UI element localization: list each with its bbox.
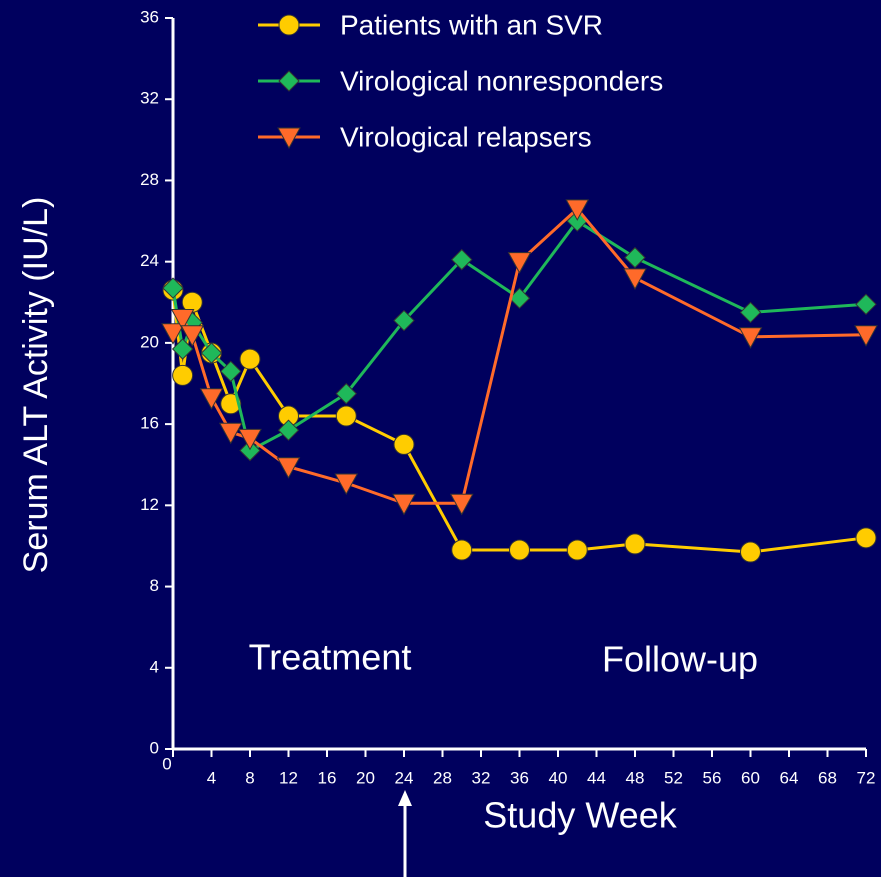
marker (392, 493, 416, 516)
marker (451, 248, 473, 271)
x-tick-label: 16 (318, 768, 337, 787)
y-tick-label: 0 (150, 738, 159, 757)
marker (239, 348, 261, 370)
marker (507, 252, 532, 274)
y-tick-label: 16 (140, 414, 159, 433)
x-tick-label: 68 (818, 768, 837, 787)
marker (172, 364, 194, 386)
x-tick-label: 32 (472, 768, 491, 787)
y-tick-label: 20 (140, 332, 159, 351)
marker (739, 301, 762, 324)
marker (623, 268, 647, 290)
x-tick-label: 72 (857, 768, 876, 787)
marker (565, 199, 590, 221)
marker (509, 539, 530, 561)
marker (238, 428, 262, 451)
marker (161, 323, 185, 345)
arrow-head (398, 790, 412, 806)
x-tick-label: 12 (279, 768, 298, 787)
marker (180, 325, 205, 347)
marker (854, 325, 878, 347)
marker (855, 293, 877, 316)
marker (171, 338, 194, 360)
x-tick-label: 52 (664, 768, 683, 787)
y-tick-label: 4 (150, 657, 159, 676)
x-tick-label: 64 (780, 768, 799, 787)
marker (393, 433, 415, 455)
legend-marker (277, 127, 301, 150)
marker (334, 473, 359, 496)
annotation: Treatment (249, 637, 412, 678)
x-tick-label: 0 (162, 754, 171, 773)
marker (335, 382, 357, 405)
marker (449, 493, 474, 516)
x-tick-label: 56 (703, 768, 722, 787)
marker (170, 309, 195, 331)
marker (200, 342, 223, 364)
marker (624, 246, 646, 269)
x-tick-label: 40 (549, 768, 568, 787)
x-tick-label: 8 (245, 768, 254, 787)
y-tick-label: 36 (140, 7, 159, 26)
marker (740, 541, 761, 563)
y-tick-label: 8 (150, 576, 159, 595)
marker (199, 388, 224, 410)
marker (566, 539, 588, 561)
legend-marker (278, 14, 300, 36)
legend-marker (278, 70, 300, 92)
annotation: Follow-up (602, 639, 758, 680)
marker (855, 527, 877, 549)
marker (220, 393, 242, 415)
marker (277, 419, 300, 441)
marker (624, 533, 646, 555)
marker (162, 277, 184, 299)
x-tick-label: 4 (207, 768, 216, 787)
y-axis-label: Serum ALT Activity (IU/L) (17, 197, 55, 574)
x-tick-label: 60 (741, 768, 760, 787)
y-tick-label: 28 (140, 170, 159, 189)
marker (276, 457, 301, 479)
x-axis-label: Study Week (483, 795, 677, 836)
x-tick-label: 36 (510, 768, 529, 787)
marker (218, 422, 243, 445)
marker (220, 360, 242, 383)
legend-label: Virological relapsers (340, 121, 592, 152)
marker (451, 539, 473, 561)
x-tick-label: 24 (395, 768, 414, 787)
y-tick-label: 24 (140, 251, 159, 270)
x-tick-label: 44 (587, 768, 606, 787)
marker (393, 309, 415, 332)
y-tick-label: 32 (140, 89, 159, 108)
x-tick-label: 28 (433, 768, 452, 787)
legend-label: Patients with an SVR (340, 9, 603, 40)
legend-label: Virological nonresponders (340, 65, 663, 96)
marker (738, 327, 763, 349)
marker (239, 439, 261, 462)
x-tick-label: 48 (626, 768, 645, 787)
y-tick-label: 12 (140, 495, 159, 514)
x-tick-label: 20 (356, 768, 375, 787)
marker (335, 405, 357, 427)
